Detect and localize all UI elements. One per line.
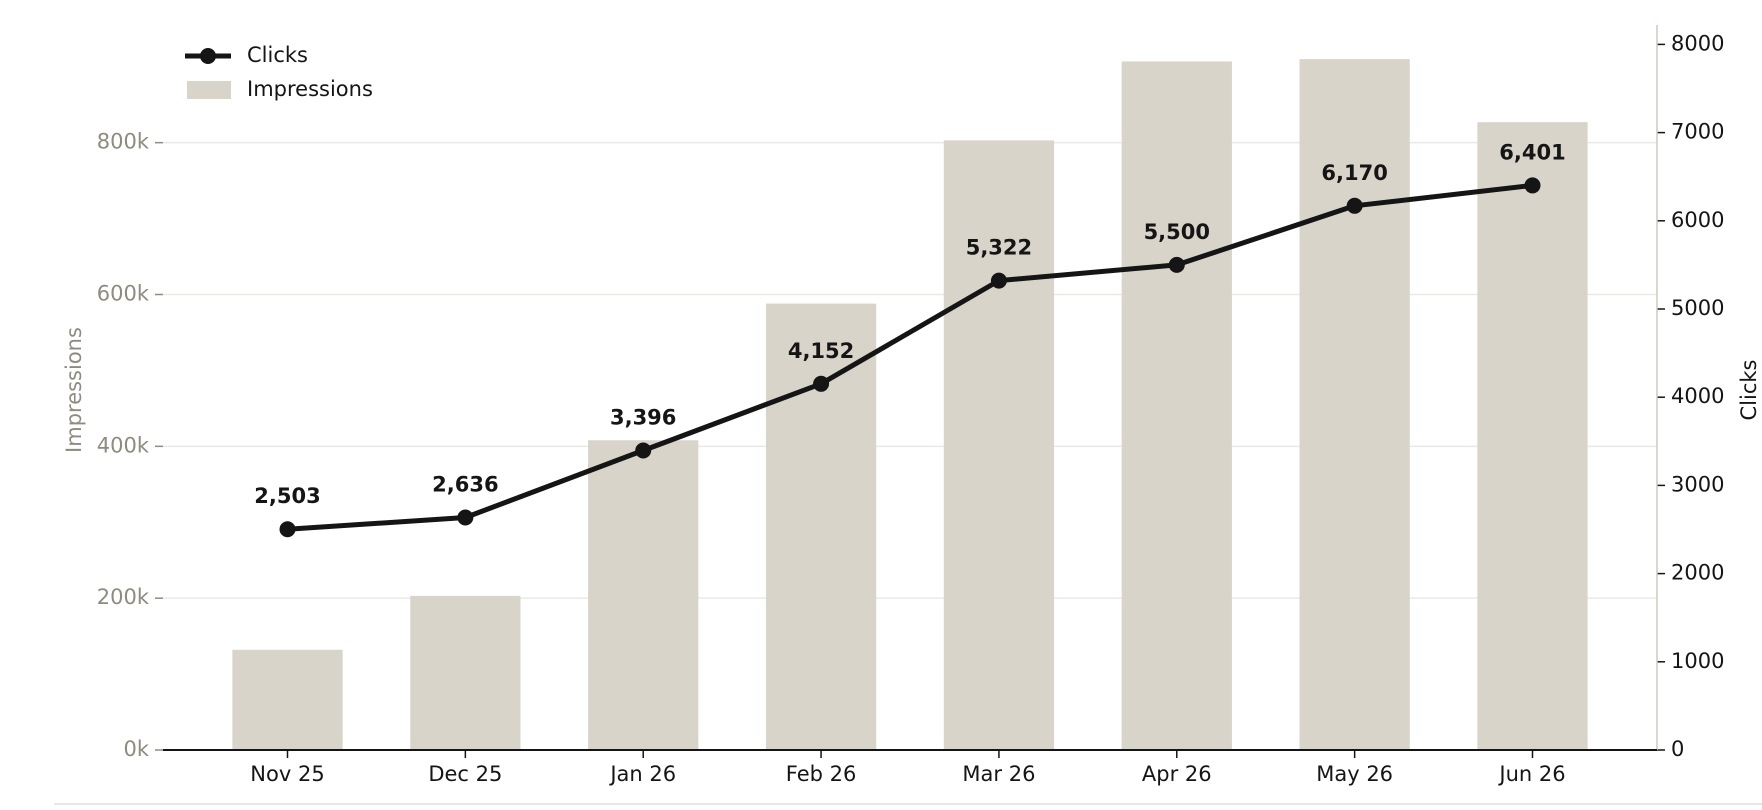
point xyxy=(1346,197,1363,214)
data-label: 5,500 xyxy=(1144,220,1210,244)
y-tick-label: 0k xyxy=(123,737,149,761)
y2-tick-label: 5000 xyxy=(1671,296,1724,320)
legend-label: Impressions xyxy=(247,77,373,101)
point xyxy=(1524,177,1541,194)
y2-tick-label: 0 xyxy=(1671,737,1684,761)
point xyxy=(990,272,1007,289)
y2-axis-label: Clicks xyxy=(1737,360,1761,421)
y2-tick-label: 8000 xyxy=(1671,31,1724,55)
bar xyxy=(765,303,877,750)
bar xyxy=(588,440,699,750)
x-tick-label: Nov 25 xyxy=(250,762,324,786)
point xyxy=(635,442,652,459)
bar xyxy=(943,140,1055,750)
x-tick-label: Feb 26 xyxy=(786,762,857,786)
y-tick-label: 800k xyxy=(97,130,150,154)
data-label: 6,401 xyxy=(1499,140,1565,164)
x-tick-label: Apr 26 xyxy=(1142,762,1212,786)
x-tick-label: Jan 26 xyxy=(608,762,676,786)
data-label: 3,396 xyxy=(610,405,676,429)
y2-tick-label: 2000 xyxy=(1671,561,1724,585)
data-label: 4,152 xyxy=(788,339,854,363)
y2-tick-label: 7000 xyxy=(1671,120,1724,144)
y-axis-label: Impressions xyxy=(62,327,86,453)
x-tick-label: May 26 xyxy=(1316,762,1393,786)
legend-label: Clicks xyxy=(247,43,308,67)
bar xyxy=(1299,59,1410,751)
point xyxy=(1168,256,1185,273)
x-tick-label: Dec 25 xyxy=(428,762,502,786)
x-tick-label: Mar 26 xyxy=(962,762,1035,786)
data-label: 2,503 xyxy=(254,484,320,508)
y-tick-label: 200k xyxy=(97,585,150,609)
data-label: 5,322 xyxy=(966,236,1032,260)
data-label: 2,636 xyxy=(432,473,498,497)
data-label: 6,170 xyxy=(1321,161,1387,185)
point xyxy=(279,521,296,538)
y-tick-label: 400k xyxy=(97,433,150,457)
legend-marker xyxy=(200,48,216,64)
bar xyxy=(410,595,521,750)
bar xyxy=(1121,61,1232,750)
y2-tick-label: 6000 xyxy=(1671,208,1724,232)
x-tick-label: Jun 26 xyxy=(1497,762,1565,786)
bar xyxy=(1477,122,1588,750)
point xyxy=(457,509,474,526)
y2-tick-label: 3000 xyxy=(1671,472,1724,496)
line xyxy=(287,182,1533,532)
y-tick-label: 600k xyxy=(97,282,150,306)
y2-tick-label: 4000 xyxy=(1671,384,1724,408)
legend-swatch xyxy=(187,81,231,99)
y2-tick-label: 1000 xyxy=(1671,649,1724,673)
point xyxy=(813,375,830,392)
bar xyxy=(232,649,343,750)
